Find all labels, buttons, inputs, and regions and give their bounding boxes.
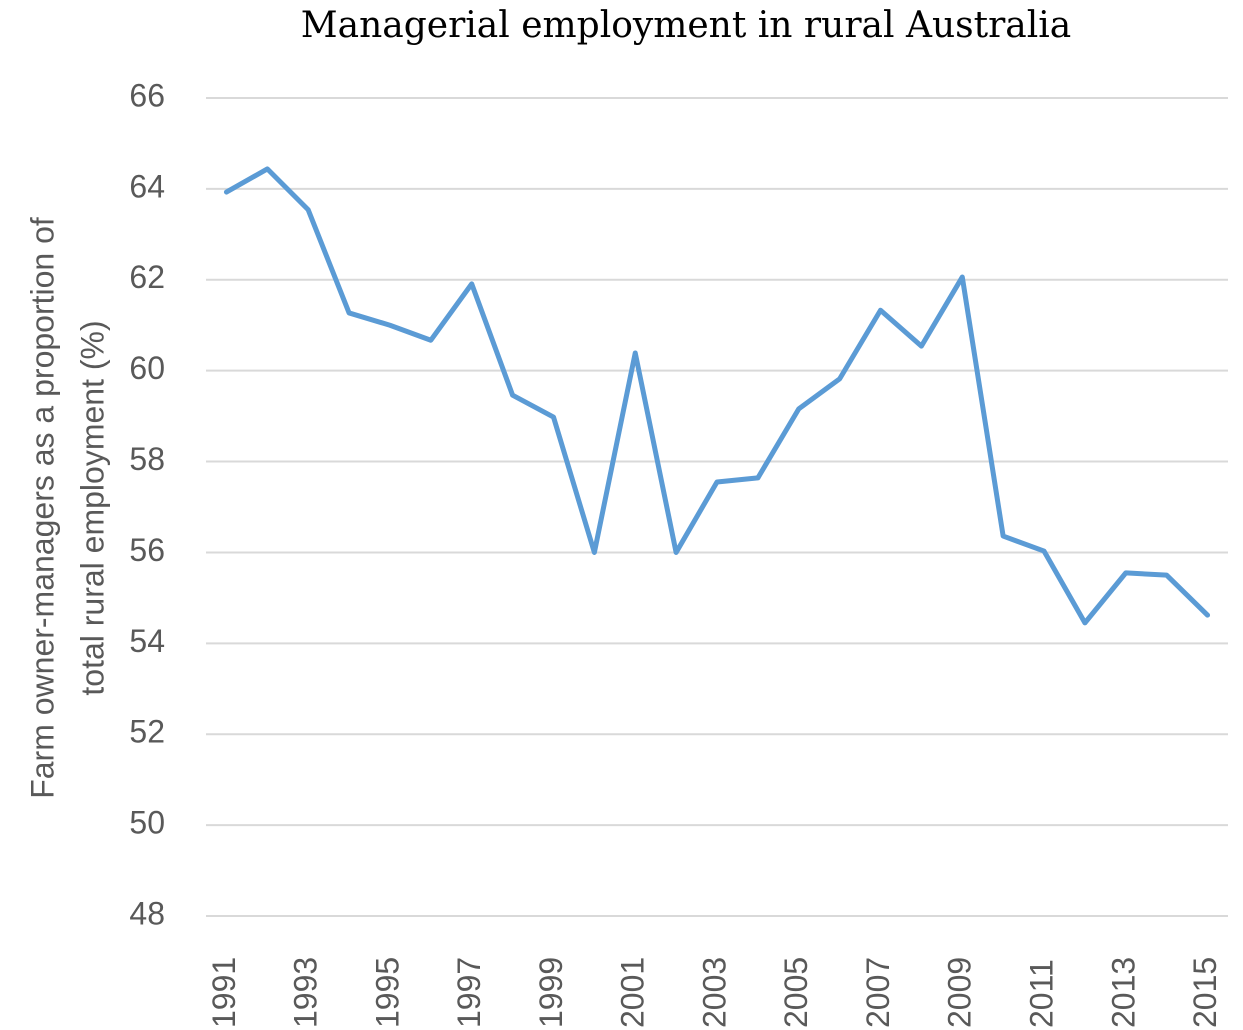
y-tick-label: 66: [129, 77, 165, 113]
x-tick-label: 2013: [1105, 957, 1141, 1028]
y-tick-label: 50: [129, 805, 165, 841]
y-tick-label: 54: [129, 623, 165, 659]
y-tick-label: 48: [129, 895, 165, 931]
x-tick-label: 2003: [696, 957, 732, 1028]
x-tick-label: 2011: [1023, 959, 1059, 1028]
y-axis-label: total rural employment (%): [74, 320, 110, 695]
data-line: [223, 166, 1211, 626]
x-tick-label: 1995: [369, 957, 405, 1028]
x-tick-label: 2001: [615, 957, 651, 1028]
y-tick-label: 56: [129, 532, 165, 568]
y-axis-label: Farm owner-managers as a proportion of: [24, 217, 60, 799]
x-tick-label: 1999: [533, 957, 569, 1028]
y-tick-label: 64: [129, 168, 165, 204]
y-tick-label: 62: [129, 259, 165, 295]
y-tick-label: 58: [129, 441, 165, 477]
x-tick-label: 2007: [860, 957, 896, 1028]
x-tick-label: 2005: [778, 957, 814, 1028]
y-tick-label: 60: [129, 350, 165, 386]
x-tick-label: 1997: [451, 957, 487, 1028]
x-tick-label: 2015: [1187, 957, 1223, 1028]
x-tick-label: 2009: [942, 957, 978, 1028]
x-tick-label: 1993: [288, 957, 324, 1028]
chart-title: Managerial employment in rural Australia: [301, 5, 1071, 46]
y-tick-label: 52: [129, 714, 165, 750]
x-tick-label: 1991: [206, 957, 242, 1028]
